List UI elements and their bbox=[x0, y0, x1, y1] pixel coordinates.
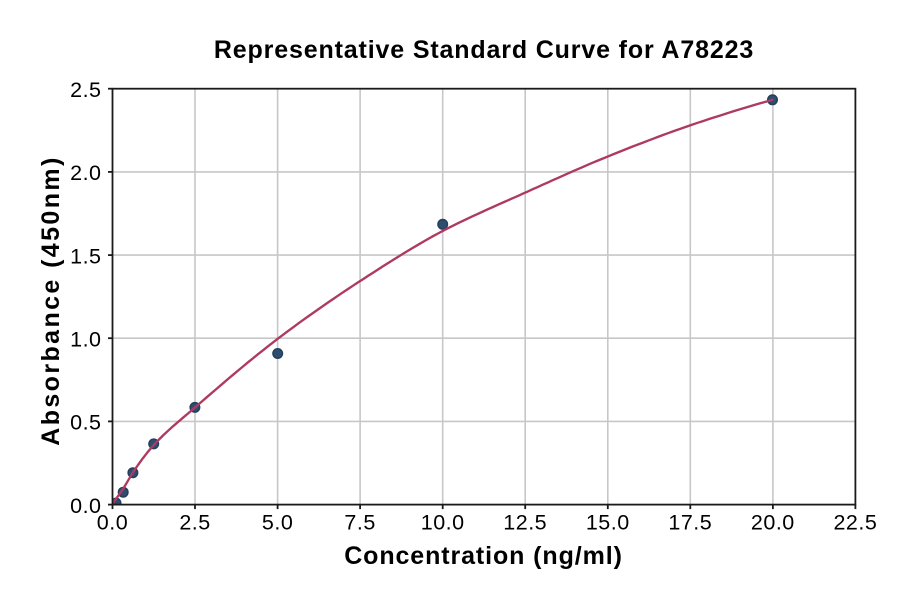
svg-text:20.0: 20.0 bbox=[751, 511, 795, 535]
svg-text:10.0: 10.0 bbox=[421, 511, 465, 535]
svg-text:2.5: 2.5 bbox=[179, 511, 210, 535]
svg-text:2.5: 2.5 bbox=[70, 78, 101, 102]
svg-text:5.0: 5.0 bbox=[262, 511, 293, 535]
svg-text:17.5: 17.5 bbox=[668, 511, 712, 535]
svg-text:12.5: 12.5 bbox=[503, 511, 547, 535]
svg-text:7.5: 7.5 bbox=[344, 511, 375, 535]
svg-text:Absorbance (450nm): Absorbance (450nm) bbox=[37, 155, 65, 446]
svg-text:0.5: 0.5 bbox=[70, 411, 101, 435]
svg-text:1.0: 1.0 bbox=[70, 327, 101, 351]
svg-text:0.0: 0.0 bbox=[97, 511, 128, 535]
svg-text:22.5: 22.5 bbox=[833, 511, 877, 535]
svg-text:15.0: 15.0 bbox=[586, 511, 630, 535]
svg-text:1.5: 1.5 bbox=[70, 244, 101, 268]
svg-text:Representative Standard Curve: Representative Standard Curve for A78223 bbox=[214, 36, 754, 64]
svg-text:0.0: 0.0 bbox=[70, 494, 101, 518]
svg-text:2.0: 2.0 bbox=[70, 161, 101, 185]
svg-text:Concentration (ng/ml): Concentration (ng/ml) bbox=[344, 542, 623, 570]
